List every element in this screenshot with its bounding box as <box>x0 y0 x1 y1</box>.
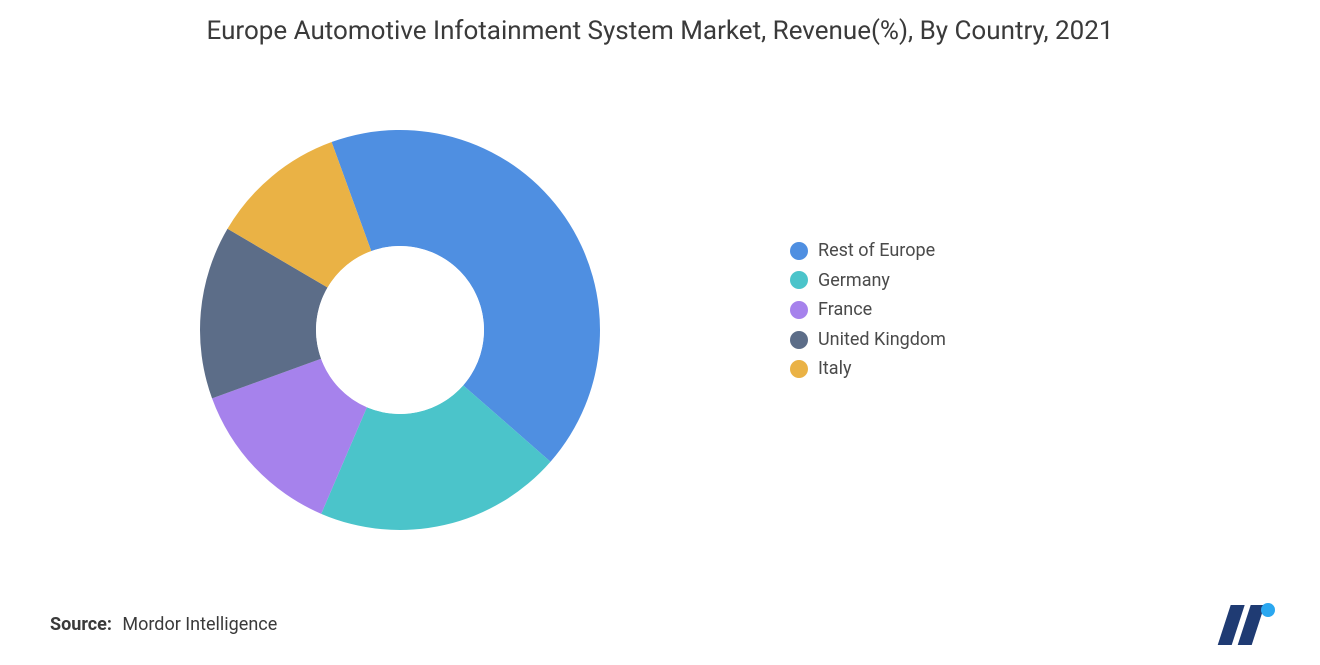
legend-marker <box>790 360 808 378</box>
legend-item: Rest of Europe <box>790 240 946 262</box>
chart-area: Rest of Europe Germany France United Kingdo… <box>0 105 1320 575</box>
source-line: Source: Mordor Intelligence <box>50 614 277 635</box>
legend-label: Germany <box>818 270 890 292</box>
legend-item: United Kingdom <box>790 329 946 351</box>
legend-marker <box>790 301 808 319</box>
legend-label: Rest of Europe <box>818 240 935 262</box>
legend-marker <box>790 242 808 260</box>
source-prefix: Source: <box>50 614 112 635</box>
donut-hole <box>316 246 484 414</box>
legend: Rest of Europe Germany France United Kingdo… <box>790 240 946 388</box>
legend-label: Italy <box>818 358 851 380</box>
chart-title: Europe Automotive Infotainment System Ma… <box>0 0 1320 49</box>
brand-logo <box>1210 601 1280 645</box>
legend-item: France <box>790 299 946 321</box>
logo-dot <box>1261 603 1275 617</box>
source-text: Mordor Intelligence <box>122 614 277 635</box>
legend-marker <box>790 331 808 349</box>
legend-label: United Kingdom <box>818 329 946 351</box>
legend-item: Germany <box>790 270 946 292</box>
legend-marker <box>790 271 808 289</box>
legend-item: Italy <box>790 358 946 380</box>
legend-label: France <box>818 299 872 321</box>
donut-chart <box>190 120 610 540</box>
